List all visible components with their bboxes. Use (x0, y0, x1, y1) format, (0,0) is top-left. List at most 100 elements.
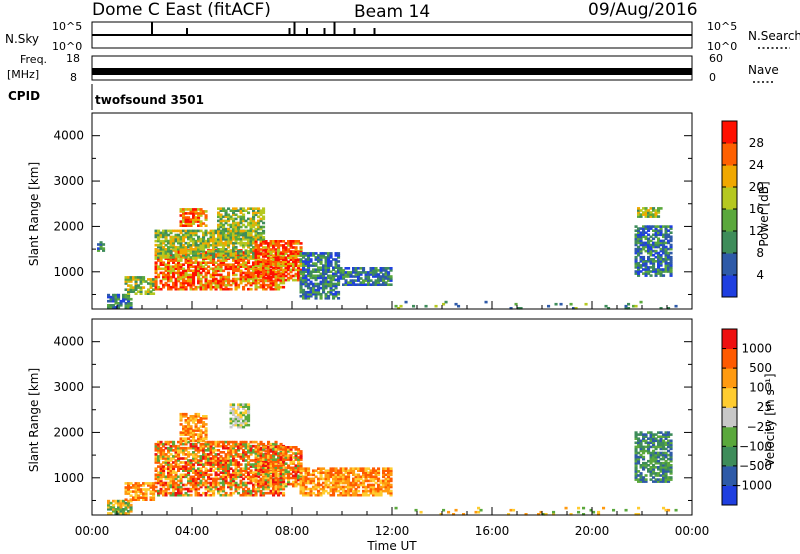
heatmap-cell (174, 265, 178, 268)
heatmap-cell (247, 461, 251, 464)
heatmap-cell (229, 446, 233, 450)
heatmap-cell (122, 508, 126, 511)
heatmap-cell (124, 492, 128, 495)
heatmap-cell (287, 446, 291, 449)
heatmap-cell (369, 491, 373, 495)
heatmap-cell (177, 261, 181, 264)
heatmap-cell (367, 483, 371, 487)
heatmap-cell (159, 281, 163, 285)
heatmap-cell (282, 472, 286, 476)
heatmap-cell (187, 417, 191, 420)
heatmap-cell (324, 264, 328, 267)
heatmap-cell (179, 423, 183, 426)
heatmap-cell (174, 277, 178, 281)
heatmap-cell (289, 274, 293, 278)
heatmap-cell (239, 252, 243, 255)
heatmap-cell (334, 274, 338, 278)
heatmap-cell (299, 491, 303, 495)
heatmap-cell (222, 442, 226, 446)
heatmap-cell (192, 483, 196, 487)
heatmap-cell (307, 260, 311, 263)
heatmap-cell (247, 231, 251, 235)
heatmap-cell (259, 242, 263, 245)
heatmap-cell (202, 451, 206, 454)
heatmap-cell (662, 239, 666, 243)
heatmap-cell (219, 477, 223, 481)
heatmap-cell (309, 491, 313, 495)
heatmap-cell (334, 264, 338, 267)
heatmap-cell (224, 473, 228, 477)
heatmap-cell (219, 275, 223, 279)
heatmap-cell (387, 275, 391, 278)
heatmap-cell (372, 267, 376, 270)
heatmap-cell (199, 237, 203, 241)
heatmap-cell (209, 281, 213, 285)
heatmap-cell (257, 464, 261, 467)
heatmap-cell (254, 460, 258, 463)
heatmap-cell (277, 480, 281, 484)
heatmap-cell (272, 258, 276, 261)
heatmap-cell (232, 245, 236, 249)
heatmap-cell (259, 283, 263, 287)
heatmap-cell (237, 221, 241, 225)
heatmap-cell (277, 264, 281, 268)
heatmap-cell (337, 277, 341, 280)
heatmap-cell (242, 265, 246, 268)
heatmap-cell (317, 292, 321, 296)
heatmap-cell (274, 482, 278, 486)
heatmap-cell (174, 463, 178, 466)
heatmap-cell (657, 207, 661, 210)
heatmap-cell (664, 253, 668, 257)
heatmap-cell (289, 460, 293, 463)
heatmap-cell (389, 469, 393, 472)
heatmap-cell (237, 250, 241, 253)
heatmap-cell (249, 493, 253, 497)
heatmap-cell (172, 275, 176, 279)
heatmap-cell (179, 231, 183, 235)
heatmap-cell (249, 440, 253, 444)
heatmap-cell (187, 229, 191, 233)
heatmap-cell (207, 493, 211, 497)
heatmap-cell (247, 269, 251, 273)
heatmap-cell (267, 242, 271, 245)
heatmap-cell (237, 227, 241, 231)
heatmap-cell (159, 241, 163, 245)
heatmap-cell (317, 254, 321, 257)
heatmap-cell (364, 469, 368, 472)
heatmap-cell (222, 236, 226, 239)
heatmap-cell (302, 489, 306, 493)
heatmap-cell (247, 233, 251, 237)
heatmap-cell (349, 487, 353, 491)
heatmap-cell (667, 457, 671, 461)
heatmap-cell (657, 262, 661, 265)
heatmap-cell (319, 469, 323, 472)
heatmap-cell (132, 486, 136, 489)
heatmap-cell (234, 279, 238, 283)
heatmap-cell (282, 448, 286, 451)
heatmap-cell (192, 250, 196, 253)
heatmap-cell (282, 268, 286, 272)
heatmap-cell (312, 262, 316, 265)
heatmap-cell (359, 469, 363, 472)
heatmap-cell (247, 236, 251, 239)
heatmap-cell (209, 461, 213, 464)
heatmap-cell (642, 211, 646, 214)
heatmap-cell (277, 258, 281, 261)
heatmap-cell (232, 451, 236, 454)
heatmap-cell (249, 477, 253, 481)
heatmap-cell (649, 235, 653, 239)
heatmap-cell (152, 484, 156, 487)
heatmap-cell (149, 286, 153, 289)
heatmap-cell (362, 475, 366, 479)
heatmap-cell (384, 477, 388, 481)
heatmap-cell (294, 478, 298, 482)
heatmap-cell (172, 469, 176, 472)
heatmap-cell (664, 241, 668, 245)
heatmap-cell (194, 449, 198, 452)
heatmap-cell (237, 235, 241, 239)
heatmap-cell (174, 233, 178, 237)
heatmap-cell (379, 275, 383, 278)
heatmap-cell (219, 471, 223, 474)
heatmap-cell (264, 468, 268, 472)
